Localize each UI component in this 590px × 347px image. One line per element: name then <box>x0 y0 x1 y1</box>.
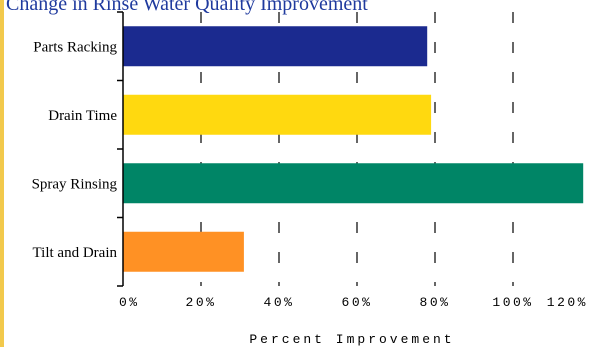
x-tick-label: 100% <box>492 295 533 310</box>
bar-drain-time <box>123 94 432 135</box>
category-label: Spray Rinsing <box>32 176 118 192</box>
category-label: Parts Racking <box>33 39 117 55</box>
bar-spray-rinsing <box>123 163 584 204</box>
x-tick-label: 0% <box>119 295 140 310</box>
bar-parts-racking <box>123 26 428 67</box>
chart-title: Change in Rinse Water Quality Improvemen… <box>6 0 368 15</box>
x-tick-label: 80% <box>420 295 451 310</box>
bars <box>123 26 584 272</box>
category-label: Drain Time <box>48 108 117 124</box>
x-tick-label: 60% <box>342 295 373 310</box>
bar-tilt-and-drain <box>123 231 244 272</box>
x-tick-label: 40% <box>264 295 295 310</box>
category-labels: Parts Racking Drain Time Spray Rinsing Tilt… <box>32 39 118 261</box>
x-axis-title: Percent Improvement <box>249 332 454 347</box>
x-tick-label: 120% <box>547 295 588 310</box>
x-tick-labels: 0% 20% 40% 60% 80% 100% 120% <box>119 295 588 310</box>
left-accent-bar <box>0 0 4 347</box>
y-axis-ticks <box>117 11 123 287</box>
category-label: Tilt and Drain <box>33 245 118 261</box>
x-tick-label: 20% <box>186 295 217 310</box>
